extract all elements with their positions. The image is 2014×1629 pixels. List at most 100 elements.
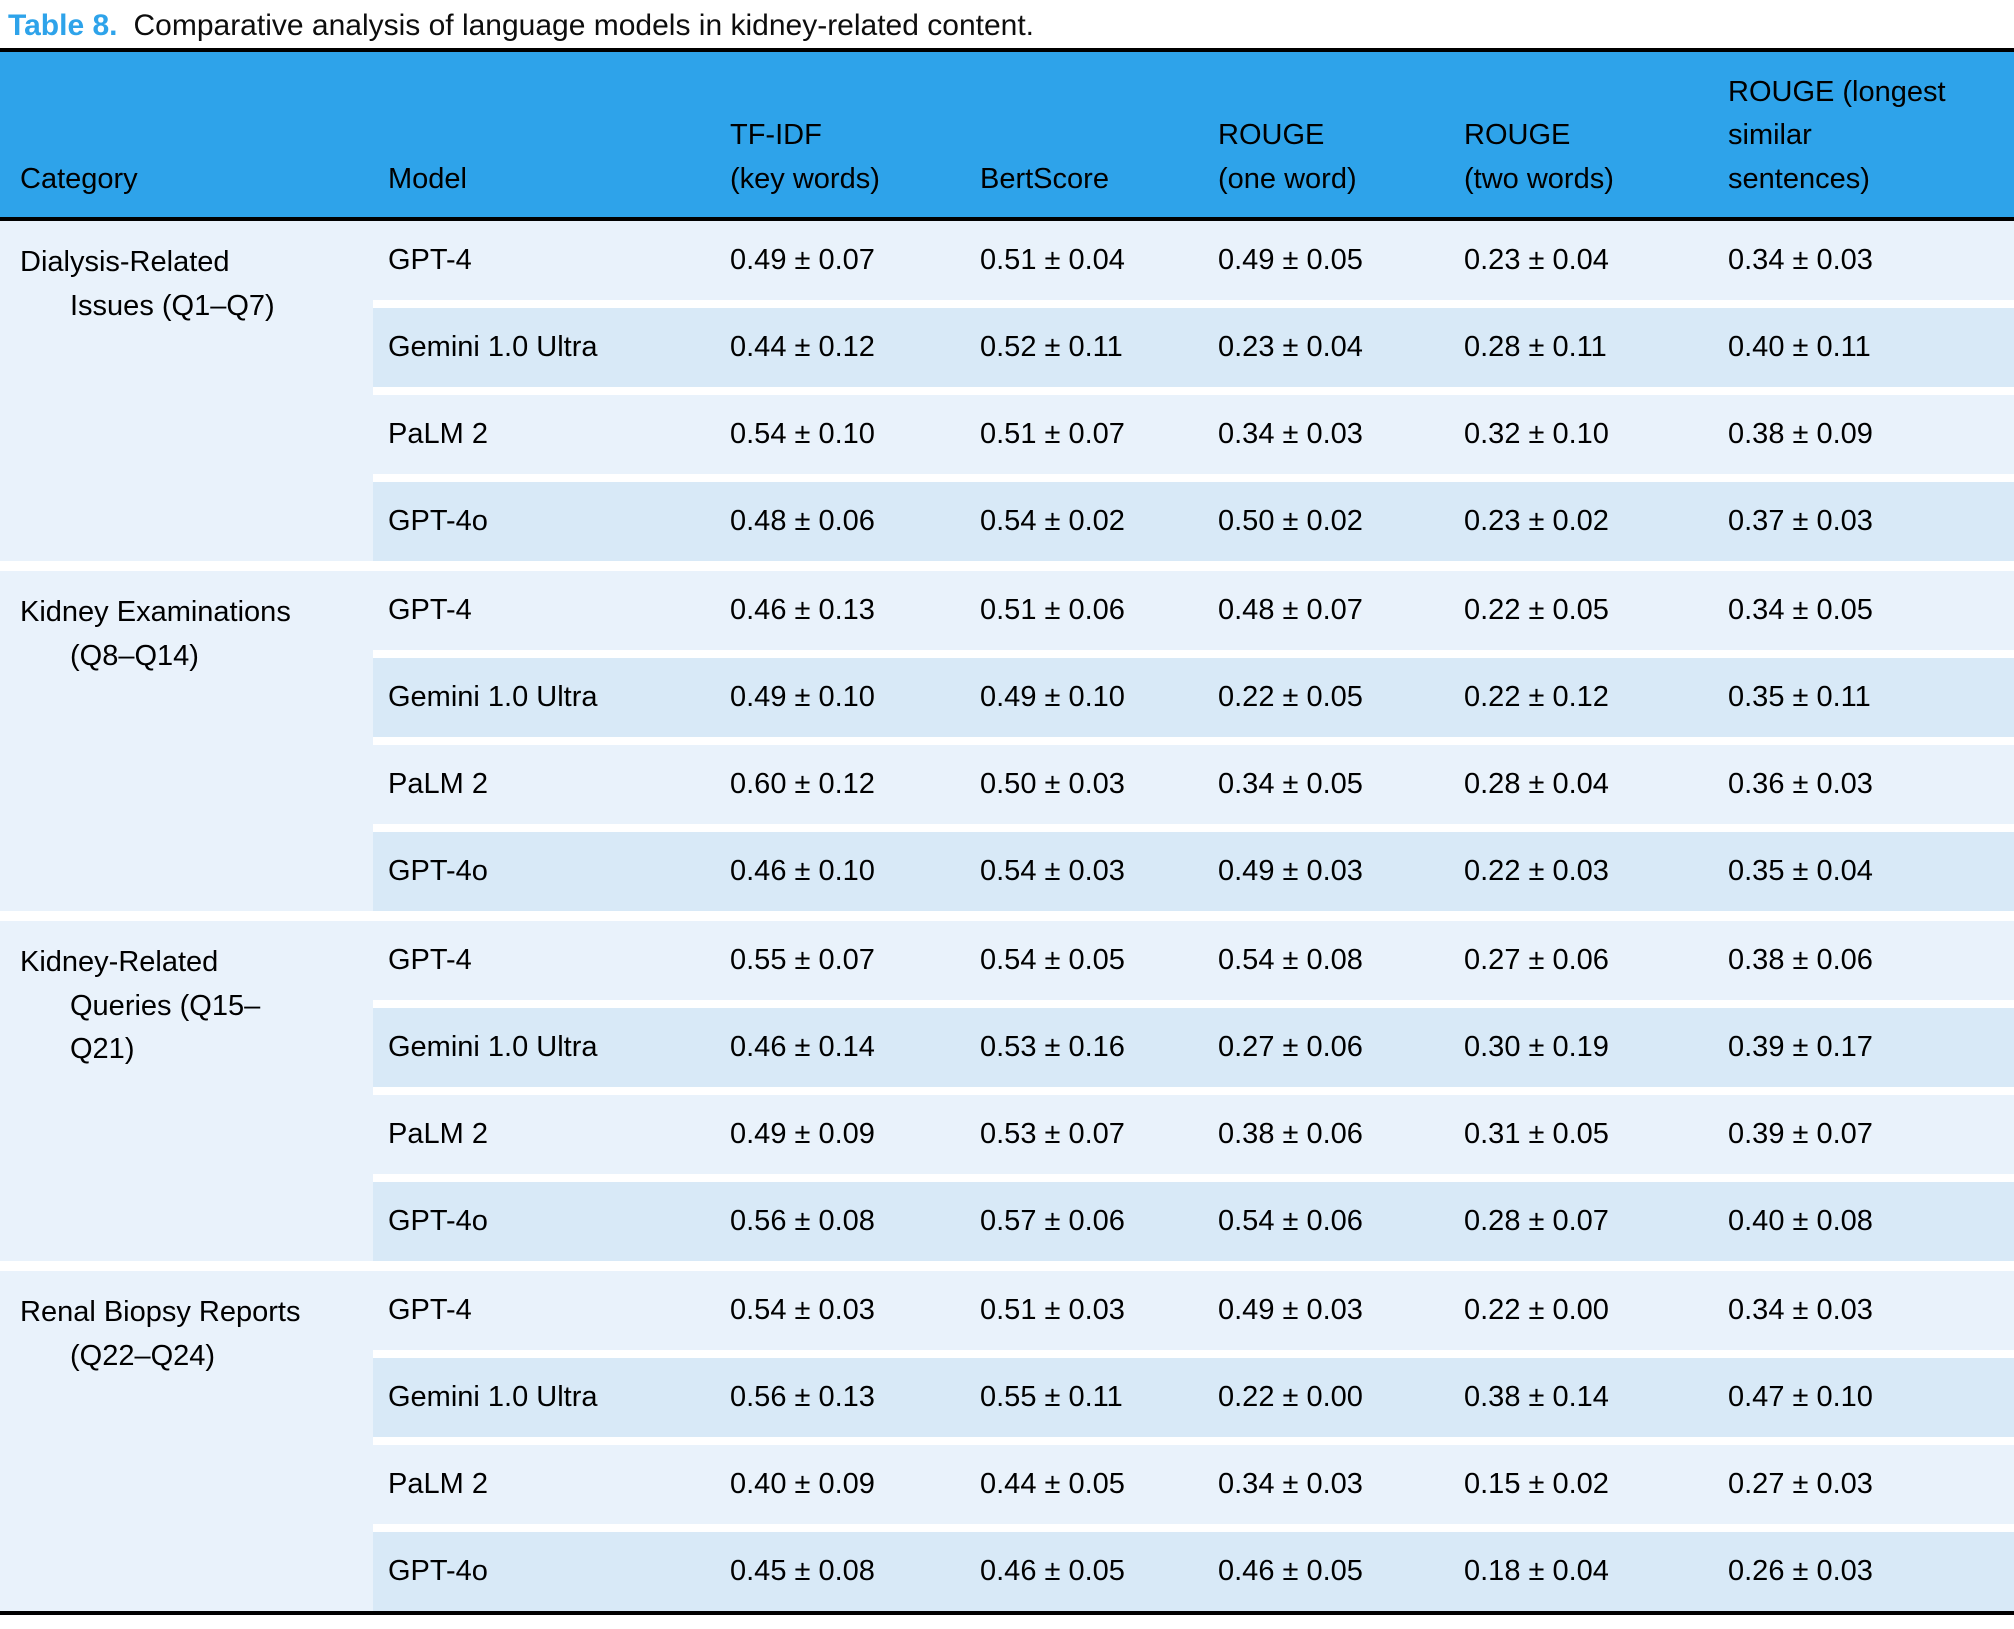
model-cell: PaLM 2: [388, 1468, 488, 1500]
value-cell: 0.54 ± 0.06: [1218, 1205, 1363, 1237]
value-cell: 0.44 ± 0.05: [980, 1468, 1125, 1500]
table-row: Gemini 1.0 Ultra 0.56 ± 0.13 0.55 ± 0.11 0.…: [373, 1358, 2014, 1437]
category-cell: Renal Biopsy Reports (Q22–Q24): [0, 1271, 373, 1611]
table-row: PaLM 2 0.49 ± 0.09 0.53 ± 0.07 0.38 ± 0.06 0…: [373, 1095, 2014, 1174]
column-header-tfidf-keywords: TF-IDF (key words): [730, 119, 880, 195]
header-columns: Model TF-IDF (key words) BertScore ROUGE…: [373, 52, 2014, 217]
model-cell: GPT-4o: [388, 855, 488, 887]
table-row: GPT-4 0.55 ± 0.07 0.54 ± 0.05 0.54 ± 0.08 0.…: [373, 921, 2014, 1000]
value-cell: 0.54 ± 0.10: [730, 418, 875, 450]
category-group: Dialysis-Related Issues (Q1–Q7) GPT-4 0.49…: [0, 221, 2014, 561]
value-cell: 0.47 ± 0.10: [1728, 1381, 1873, 1413]
bottom-rule: [0, 1611, 2014, 1615]
value-cell: 0.22 ± 0.05: [1218, 681, 1363, 713]
table-row: GPT-4o 0.46 ± 0.10 0.54 ± 0.03 0.49 ± 0.03 0…: [373, 832, 2014, 911]
value-cell: 0.26 ± 0.03: [1728, 1555, 1873, 1587]
value-cell: 0.54 ± 0.03: [730, 1294, 875, 1326]
column-header-model: Model: [388, 162, 467, 195]
value-cell: 0.49 ± 0.10: [730, 681, 875, 713]
table-row: Gemini 1.0 Ultra 0.44 ± 0.12 0.52 ± 0.11 0.…: [373, 308, 2014, 387]
value-cell: 0.35 ± 0.04: [1728, 855, 1873, 887]
value-cell: 0.34 ± 0.03: [1218, 1468, 1363, 1500]
value-cell: 0.51 ± 0.07: [980, 418, 1125, 450]
model-cell: GPT-4: [388, 594, 472, 626]
model-cell: GPT-4o: [388, 1555, 488, 1587]
value-cell: 0.48 ± 0.07: [1218, 594, 1363, 626]
value-cell: 0.37 ± 0.03: [1728, 505, 1873, 537]
category-cell: Kidney-Related Queries (Q15– Q21): [0, 921, 373, 1261]
value-cell: 0.51 ± 0.06: [980, 594, 1125, 626]
value-cell: 0.49 ± 0.05: [1218, 244, 1363, 276]
table-row: GPT-4 0.49 ± 0.07 0.51 ± 0.04 0.49 ± 0.05 0.…: [373, 221, 2014, 300]
model-cell: GPT-4o: [388, 1205, 488, 1237]
value-cell: 0.23 ± 0.02: [1464, 505, 1609, 537]
model-cell: GPT-4: [388, 944, 472, 976]
value-cell: 0.28 ± 0.07: [1464, 1205, 1609, 1237]
value-cell: 0.27 ± 0.03: [1728, 1468, 1873, 1500]
value-cell: 0.48 ± 0.06: [730, 505, 875, 537]
column-header-rouge-two-words: ROUGE (two words): [1464, 119, 1614, 195]
value-cell: 0.34 ± 0.03: [1728, 244, 1873, 276]
model-cell: PaLM 2: [388, 1118, 488, 1150]
value-cell: 0.22 ± 0.00: [1218, 1381, 1363, 1413]
table-row: PaLM 2 0.60 ± 0.12 0.50 ± 0.03 0.34 ± 0.05 0…: [373, 745, 2014, 824]
value-cell: 0.22 ± 0.12: [1464, 681, 1609, 713]
value-cell: 0.18 ± 0.04: [1464, 1555, 1609, 1587]
table-row: GPT-4 0.46 ± 0.13 0.51 ± 0.06 0.48 ± 0.07 0.…: [373, 571, 2014, 650]
model-cell: PaLM 2: [388, 418, 488, 450]
header-body-rule: [0, 217, 2014, 221]
value-cell: 0.38 ± 0.09: [1728, 418, 1873, 450]
model-cell: Gemini 1.0 Ultra: [388, 1031, 598, 1063]
value-cell: 0.44 ± 0.12: [730, 331, 875, 363]
category-group: Renal Biopsy Reports (Q22–Q24) GPT-4 0.54 …: [0, 1271, 2014, 1611]
value-cell: 0.50 ± 0.02: [1218, 505, 1363, 537]
table-caption: Table 8. Comparative analysis of language…: [0, 0, 2014, 48]
group-rows: GPT-4 0.49 ± 0.07 0.51 ± 0.04 0.49 ± 0.05 0.…: [373, 221, 2014, 561]
category-cell: Kidney Examinations (Q8–Q14): [0, 571, 373, 911]
group-rows: GPT-4 0.46 ± 0.13 0.51 ± 0.06 0.48 ± 0.07 0.…: [373, 571, 2014, 911]
value-cell: 0.46 ± 0.13: [730, 594, 875, 626]
model-cell: GPT-4o: [388, 505, 488, 537]
value-cell: 0.32 ± 0.10: [1464, 418, 1609, 450]
value-cell: 0.49 ± 0.09: [730, 1118, 875, 1150]
table-row: GPT-4o 0.48 ± 0.06 0.54 ± 0.02 0.50 ± 0.02 0…: [373, 482, 2014, 561]
value-cell: 0.34 ± 0.03: [1728, 1294, 1873, 1326]
model-cell: Gemini 1.0 Ultra: [388, 1381, 598, 1413]
value-cell: 0.35 ± 0.11: [1728, 681, 1871, 713]
table-header-row: Category Model TF-IDF (key words) BertSc…: [0, 52, 2014, 217]
value-cell: 0.56 ± 0.13: [730, 1381, 875, 1413]
value-cell: 0.54 ± 0.08: [1218, 944, 1363, 976]
value-cell: 0.28 ± 0.04: [1464, 768, 1609, 800]
table-row: GPT-4o 0.56 ± 0.08 0.57 ± 0.06 0.54 ± 0.06 0…: [373, 1182, 2014, 1261]
value-cell: 0.22 ± 0.03: [1464, 855, 1609, 887]
value-cell: 0.54 ± 0.02: [980, 505, 1125, 537]
table-row: Gemini 1.0 Ultra 0.46 ± 0.14 0.53 ± 0.16 0.…: [373, 1008, 2014, 1087]
column-header-rouge-longest-similar-sentences: ROUGE (longest similar sentences): [1728, 75, 1946, 195]
value-cell: 0.15 ± 0.02: [1464, 1468, 1609, 1500]
table-row: PaLM 2 0.54 ± 0.10 0.51 ± 0.07 0.34 ± 0.03 0…: [373, 395, 2014, 474]
top-rule: [0, 48, 2014, 52]
value-cell: 0.49 ± 0.07: [730, 244, 875, 276]
value-cell: 0.49 ± 0.03: [1218, 855, 1363, 887]
value-cell: 0.22 ± 0.00: [1464, 1294, 1609, 1326]
value-cell: 0.46 ± 0.14: [730, 1031, 875, 1063]
value-cell: 0.54 ± 0.05: [980, 944, 1125, 976]
value-cell: 0.38 ± 0.06: [1218, 1118, 1363, 1150]
value-cell: 0.34 ± 0.03: [1218, 418, 1363, 450]
category-cell: Dialysis-Related Issues (Q1–Q7): [0, 221, 373, 561]
category-group: Kidney Examinations (Q8–Q14) GPT-4 0.46 ± …: [0, 571, 2014, 911]
model-cell: PaLM 2: [388, 768, 488, 800]
value-cell: 0.46 ± 0.05: [980, 1555, 1125, 1587]
value-cell: 0.38 ± 0.06: [1728, 944, 1873, 976]
value-cell: 0.49 ± 0.10: [980, 681, 1125, 713]
value-cell: 0.55 ± 0.11: [980, 1381, 1123, 1413]
group-rows: GPT-4 0.54 ± 0.03 0.51 ± 0.03 0.49 ± 0.03 0.…: [373, 1271, 2014, 1611]
value-cell: 0.23 ± 0.04: [1464, 244, 1609, 276]
value-cell: 0.54 ± 0.03: [980, 855, 1125, 887]
table-row: GPT-4o 0.45 ± 0.08 0.46 ± 0.05 0.46 ± 0.05 0…: [373, 1532, 2014, 1611]
value-cell: 0.31 ± 0.05: [1464, 1118, 1609, 1150]
model-cell: Gemini 1.0 Ultra: [388, 681, 598, 713]
value-cell: 0.52 ± 0.11: [980, 331, 1123, 363]
table-row: Gemini 1.0 Ultra 0.49 ± 0.10 0.49 ± 0.10 0.…: [373, 658, 2014, 737]
